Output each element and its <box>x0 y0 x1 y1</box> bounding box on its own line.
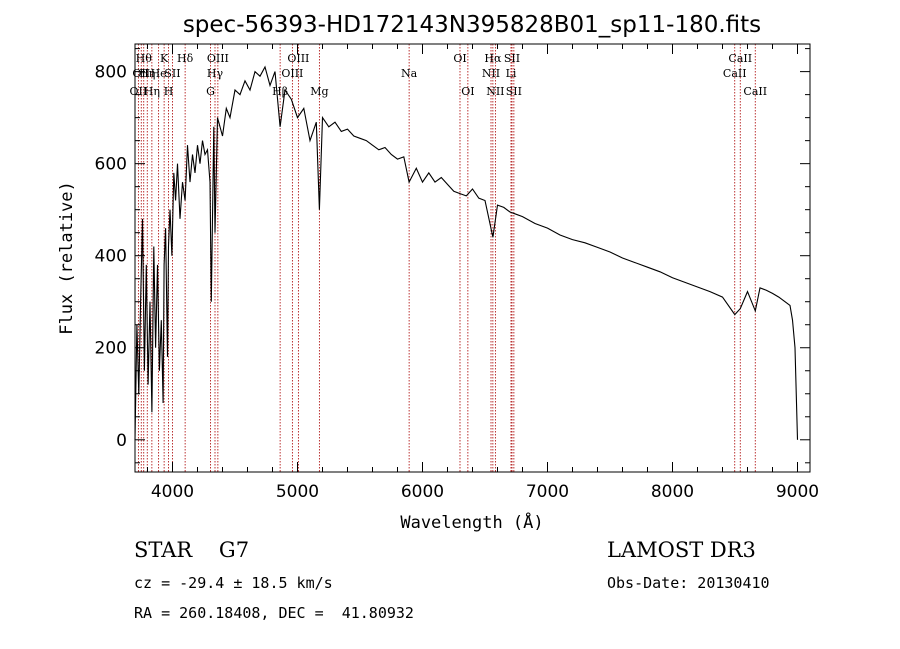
line-label-1: OII <box>132 67 150 80</box>
line-label-24: SII <box>504 52 520 65</box>
line-label-11: Hγ <box>207 67 224 80</box>
line-label-4: Hη <box>144 85 160 98</box>
x-axis-label: Wavelength (Å) <box>400 511 543 533</box>
observation-date: Obs-Date: 20130410 <box>607 574 770 592</box>
y-axis: 0 200 400 600 800 <box>95 48 810 464</box>
y-tick-label-1: 200 <box>95 339 127 359</box>
x-tick-label-1: 5000 <box>276 482 319 502</box>
x-tick-label-0: 4000 <box>151 482 194 502</box>
spectral-line-labels: OIIOIIHθHηHηHeKHSIIHδGHγOIIIHβOIIIOIIIMg… <box>130 52 768 98</box>
line-label-20: NII <box>482 67 500 80</box>
line-label-15: OIII <box>287 52 309 65</box>
y-tick-label-0: 0 <box>116 431 127 451</box>
line-label-0: OII <box>130 85 148 98</box>
line-label-22: NII <box>486 85 504 98</box>
plot-frame <box>134 43 811 473</box>
y-tick-label-2: 400 <box>95 247 127 267</box>
line-label-2: Hθ <box>136 52 153 65</box>
x-tick-label-2: 6000 <box>401 482 444 502</box>
line-label-28: CaII <box>743 85 767 98</box>
x-tick-label-3: 7000 <box>526 482 569 502</box>
line-label-3: Hη <box>139 67 155 80</box>
x-tick-label-4: 8000 <box>651 482 694 502</box>
line-label-25: SII <box>506 85 522 98</box>
line-label-6: K <box>160 52 169 65</box>
spectral-line-markers <box>137 44 756 472</box>
line-label-14: OIII <box>281 67 303 80</box>
spectrum-series <box>134 65 799 440</box>
line-label-8: SII <box>164 67 180 80</box>
y-tick-label-4: 800 <box>95 63 127 83</box>
line-label-10: G <box>206 85 215 98</box>
y-tick-label-3: 600 <box>95 155 127 175</box>
line-label-12: OIII <box>207 52 229 65</box>
line-label-5: He <box>151 67 167 80</box>
coordinates: RA = 260.18408, DEC = 41.80932 <box>134 604 414 622</box>
line-label-17: Na <box>401 67 418 80</box>
x-axis: 4000 5000 6000 7000 8000 9000 <box>147 44 819 502</box>
chart-title: spec-56393-HD172143N395828B01_sp11-180.f… <box>183 12 761 38</box>
line-label-7: H <box>164 85 174 98</box>
y-axis-label: Flux (relative) <box>57 181 77 335</box>
redshift-value: cz = -29.4 ± 18.5 km/s <box>134 574 333 592</box>
line-label-9: Hδ <box>177 52 194 65</box>
line-label-27: CaII <box>728 52 752 65</box>
star-class: STAR G7 <box>134 538 250 562</box>
line-label-26: CaII <box>723 67 747 80</box>
line-label-21: Hα <box>484 52 502 65</box>
line-label-16: Mg <box>310 85 328 98</box>
survey-name: LAMOST DR3 <box>607 538 756 562</box>
line-label-19: OI <box>461 85 474 98</box>
line-label-23: Li <box>506 67 517 80</box>
line-label-18: OI <box>453 52 466 65</box>
x-tick-label-5: 9000 <box>776 482 819 502</box>
